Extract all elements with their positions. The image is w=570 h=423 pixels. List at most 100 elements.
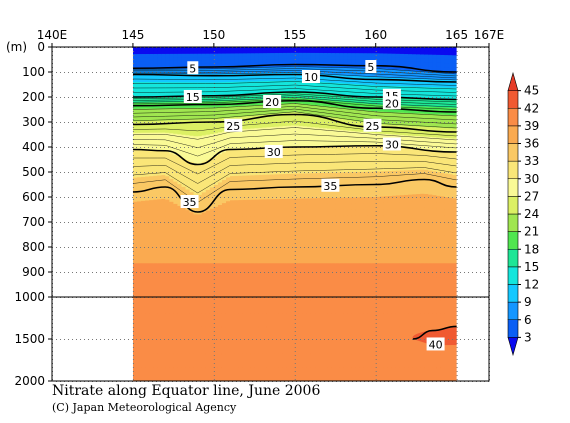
fill-cell	[355, 99, 361, 102]
fill-cell	[165, 105, 170, 109]
fill-cell	[201, 313, 207, 328]
fill-cell	[177, 89, 183, 94]
fill-cell	[319, 313, 324, 328]
fill-cell	[286, 216, 292, 223]
fill-cell	[323, 340, 328, 355]
fill-cell	[262, 67, 268, 70]
fill-cell	[452, 71, 457, 75]
fill-cell	[351, 97, 357, 100]
fill-cell	[278, 80, 284, 85]
fill-cell	[246, 62, 251, 67]
fill-cell	[258, 181, 264, 189]
fill-cell	[347, 117, 353, 121]
fill-cell	[246, 67, 251, 70]
fill-cell	[254, 102, 259, 106]
fill-cell	[355, 53, 361, 57]
fill-cell	[355, 313, 361, 328]
fill-cell	[254, 78, 259, 82]
fill-cell	[258, 353, 264, 369]
fill-cell	[428, 249, 433, 264]
fill-cell	[310, 367, 316, 381]
fill-cell	[250, 67, 255, 70]
fill-cell	[165, 123, 170, 129]
fill-cell	[290, 49, 296, 54]
fill-cell	[347, 142, 353, 147]
grid-dot-v	[132, 111, 134, 112]
fill-cell	[294, 114, 300, 121]
fill-cell	[440, 96, 446, 100]
fill-cell	[294, 55, 300, 60]
fill-cell	[452, 96, 457, 101]
fill-cell	[440, 202, 446, 210]
fill-cell	[165, 249, 170, 264]
fill-cell	[436, 47, 442, 52]
fill-cell	[395, 188, 401, 197]
fill-cell	[339, 172, 344, 180]
fill-cell	[412, 65, 417, 70]
fill-cell	[315, 179, 320, 187]
fill-cell	[278, 193, 284, 200]
fill-cell	[432, 313, 437, 328]
fill-cell	[185, 122, 191, 130]
fill-cell	[319, 277, 324, 292]
fill-cell	[209, 119, 215, 123]
fill-cell	[302, 198, 308, 205]
grid-dot-v	[213, 139, 215, 140]
fill-cell	[351, 76, 357, 79]
fill-cell	[420, 65, 425, 70]
fill-cell	[416, 108, 421, 111]
fill-cell	[136, 74, 142, 79]
fill-cell	[246, 340, 251, 355]
fill-cell	[270, 68, 276, 71]
fill-cell	[286, 173, 292, 182]
fill-cell	[408, 50, 413, 55]
fill-cell	[234, 56, 239, 61]
fill-cell	[327, 47, 332, 51]
fill-cell	[238, 75, 243, 80]
fill-cell	[157, 108, 162, 113]
fill-cell	[246, 210, 251, 218]
fill-cell	[177, 67, 183, 70]
fill-cell	[420, 133, 425, 137]
fill-cell	[302, 186, 308, 194]
fill-cell	[371, 263, 377, 278]
fill-cell	[185, 299, 191, 314]
fill-cell	[379, 97, 385, 100]
fill-cell	[444, 173, 450, 180]
fill-cell	[205, 219, 211, 223]
grid-dot-v	[132, 303, 134, 304]
fill-cell	[132, 145, 138, 151]
fill-cell	[375, 114, 381, 119]
fill-cell	[213, 199, 219, 204]
fill-cell	[246, 249, 251, 264]
fill-cell	[250, 290, 255, 301]
fill-cell	[440, 117, 446, 122]
fill-cell	[367, 100, 373, 103]
fill-cell	[355, 165, 361, 173]
fill-cell	[169, 78, 174, 83]
fill-cell	[230, 149, 235, 157]
fill-cell	[193, 149, 199, 158]
fill-cell	[153, 117, 158, 122]
fill-cell	[262, 205, 268, 212]
fill-cell	[404, 101, 409, 105]
fill-cell	[339, 290, 344, 301]
fill-cell	[145, 50, 150, 55]
fill-cell	[355, 121, 361, 125]
fill-cell	[363, 326, 369, 341]
fill-cell	[347, 89, 353, 94]
fill-cell	[444, 47, 450, 52]
fill-cell	[416, 106, 421, 109]
fill-cell	[420, 149, 425, 156]
fill-cell	[379, 91, 385, 95]
fill-cell	[315, 47, 320, 51]
fill-cell	[201, 68, 207, 71]
fill-cell	[408, 61, 413, 66]
fill-cell	[315, 263, 320, 278]
fill-cell	[319, 235, 324, 251]
fill-cell	[387, 69, 393, 72]
fill-cell	[331, 129, 336, 135]
fill-cell	[246, 162, 251, 170]
fill-cell	[213, 98, 219, 101]
fill-cell	[238, 67, 243, 70]
